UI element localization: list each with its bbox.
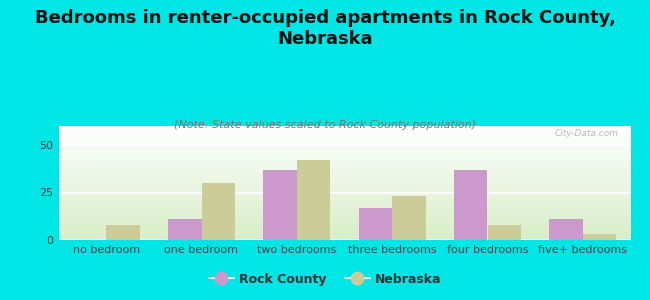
Text: (Note: State values scaled to Rock County population): (Note: State values scaled to Rock Count… (174, 120, 476, 130)
Bar (454, 170, 488, 240)
Text: City-Data.com: City-Data.com (555, 129, 619, 138)
Bar (263, 170, 297, 240)
Bar (488, 225, 521, 240)
Bar (583, 234, 616, 240)
Bar (168, 219, 202, 240)
Text: Bedrooms in renter-occupied apartments in Rock County,
Nebraska: Bedrooms in renter-occupied apartments i… (34, 9, 616, 48)
Bar (359, 208, 392, 240)
Bar (297, 160, 330, 240)
Bar (106, 225, 140, 240)
Bar (392, 196, 426, 240)
Legend: Rock County, Nebraska: Rock County, Nebraska (203, 268, 447, 291)
Bar (549, 219, 583, 240)
Bar (202, 183, 235, 240)
